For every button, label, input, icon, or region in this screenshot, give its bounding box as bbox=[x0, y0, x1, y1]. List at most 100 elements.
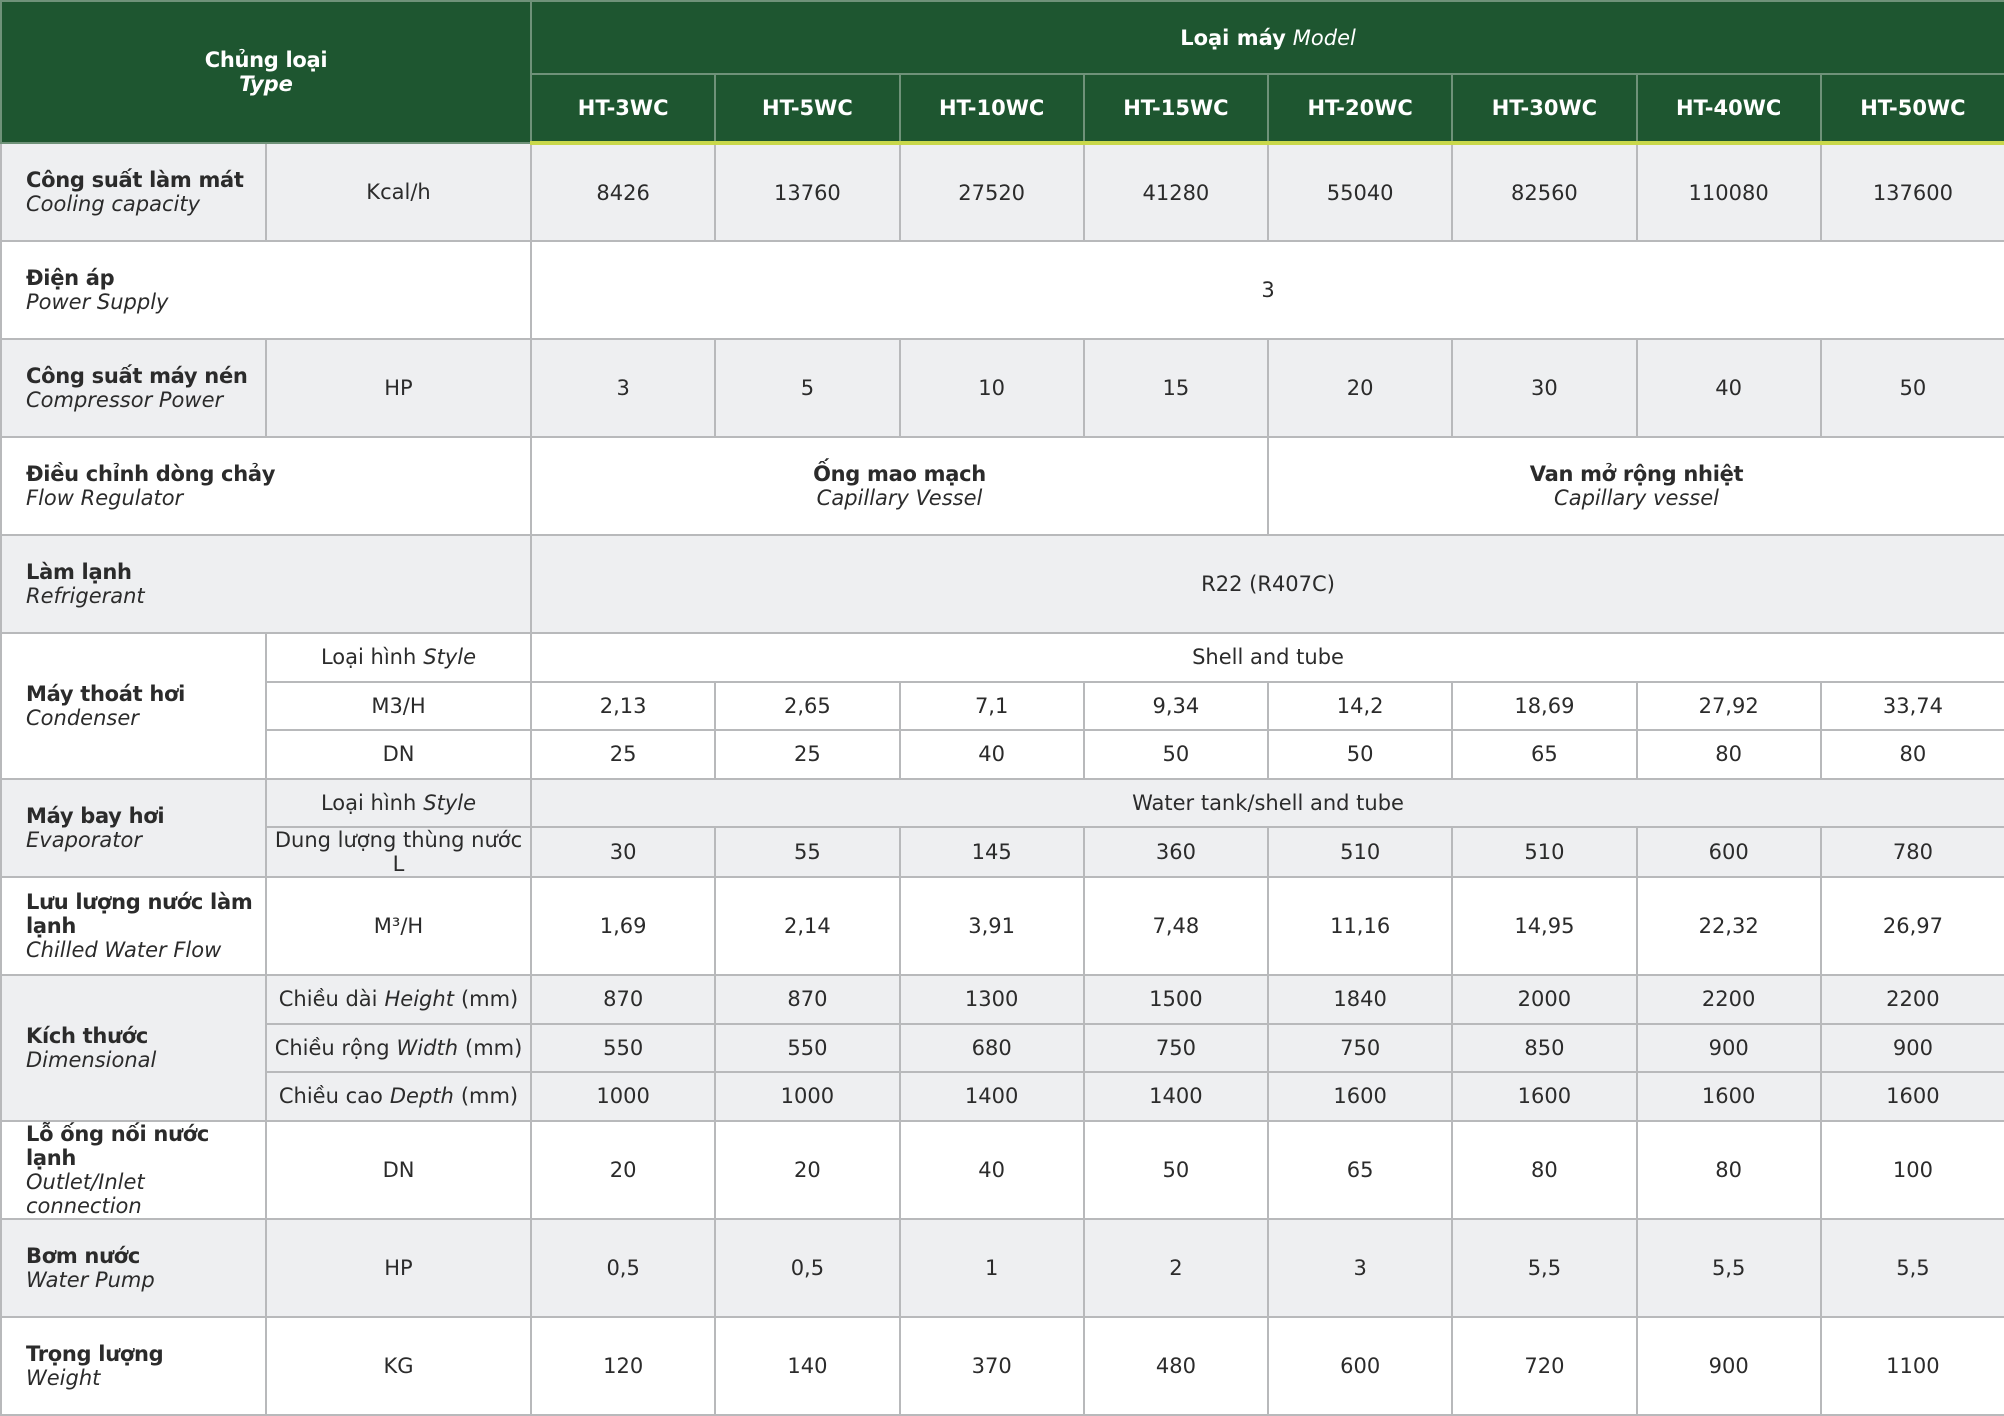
unit: M³/H bbox=[264, 876, 533, 976]
value: 11,16 bbox=[1267, 876, 1454, 976]
row-label-vi: Máy bay hơi bbox=[26, 803, 165, 828]
value: 1 bbox=[898, 1217, 1085, 1318]
spec-row: M3/H 2,13 2,65 7,1 9,34 14,2 18,69 27,92 33,74 bbox=[1, 680, 2004, 731]
value: 5,5 bbox=[1451, 1217, 1638, 1318]
value: 55 bbox=[714, 826, 901, 878]
model-name: HT-5WC bbox=[714, 73, 901, 145]
row-label: Lỗ ống nối nước lạnh Outlet/Inlet connect… bbox=[0, 1119, 267, 1220]
unit-text: DN bbox=[382, 1157, 415, 1182]
value: 7,48 bbox=[1082, 876, 1270, 976]
value: 80 bbox=[1635, 729, 1822, 780]
span-en: Capillary Vessel bbox=[816, 486, 983, 510]
unit-text: Chiều rộng bbox=[274, 1035, 390, 1060]
value: 2,14 bbox=[714, 876, 901, 976]
model-name: HT-50WC bbox=[1819, 73, 2004, 145]
spec-row: Làm lạnh Refrigerant R22 (R407C) bbox=[0, 534, 2004, 634]
value: 680 bbox=[898, 1022, 1085, 1073]
model-en: Model bbox=[1292, 25, 1356, 50]
value: 3 bbox=[530, 338, 717, 438]
span-group: Van mở rộng nhiệt Capillary vessel bbox=[1267, 436, 2004, 536]
value: 750 bbox=[1082, 1022, 1270, 1073]
value: 870 bbox=[530, 974, 717, 1025]
value: 80 bbox=[1635, 1119, 1822, 1220]
unit-text: HP bbox=[384, 1255, 413, 1280]
unit-text: Loại hình bbox=[320, 645, 417, 670]
value: 40 bbox=[898, 729, 1085, 780]
value: 870 bbox=[714, 974, 901, 1025]
value: 550 bbox=[714, 1022, 901, 1073]
spec-row: Trọng lượng Weight KG 120 140 370 480 600 720 900… bbox=[0, 1315, 2004, 1416]
row-label-en: Cooling capacity bbox=[26, 192, 200, 216]
value: 8426 bbox=[530, 142, 717, 242]
value: 50 bbox=[1082, 729, 1270, 780]
unit-suffix: (mm) bbox=[465, 1035, 523, 1060]
value: 13760 bbox=[714, 142, 901, 242]
value: 360 bbox=[1082, 826, 1270, 878]
unit-text: Chiều cao bbox=[278, 1084, 383, 1109]
value: 1600 bbox=[1267, 1071, 1454, 1122]
value: 18,69 bbox=[1451, 680, 1638, 731]
value: 510 bbox=[1267, 826, 1454, 878]
spec-row: Lưu lượng nước làm lạnh Chilled Water Flo… bbox=[0, 876, 2004, 976]
value: 27520 bbox=[898, 142, 1085, 242]
value: 370 bbox=[898, 1315, 1085, 1416]
value: 14,2 bbox=[1267, 680, 1454, 731]
value: 120 bbox=[530, 1315, 717, 1416]
value: 82560 bbox=[1451, 142, 1638, 242]
value: 26,97 bbox=[1819, 876, 2004, 976]
row-label-vi: Lỗ ống nối nước lạnh bbox=[26, 1121, 210, 1170]
value: 80 bbox=[1451, 1119, 1638, 1220]
type-vi: Chủng loại bbox=[204, 48, 328, 72]
row-label: Bơm nước Water Pump bbox=[0, 1217, 267, 1318]
value: 1000 bbox=[714, 1071, 901, 1122]
value: 30 bbox=[530, 826, 717, 878]
unit: HP bbox=[264, 1217, 533, 1318]
unit-em: Style bbox=[423, 645, 477, 670]
span-value: 3 bbox=[530, 240, 2004, 340]
row-label-en: Evaporator bbox=[26, 827, 142, 852]
unit-text: Dung lượng thùng nước L bbox=[274, 828, 523, 876]
row-label: Máy bay hơi Evaporator bbox=[0, 777, 267, 878]
spec-row: Chiều rộng Width (mm) 550 550 680 750 750 850 900… bbox=[1, 1022, 2004, 1073]
value: 720 bbox=[1451, 1315, 1638, 1416]
span-vi: Van mở rộng nhiệt bbox=[1529, 462, 1744, 486]
value: 2 bbox=[1082, 1217, 1270, 1318]
value: 50 bbox=[1819, 338, 2004, 438]
span-vi: Ống mao mạch bbox=[813, 462, 986, 486]
value: 5 bbox=[714, 338, 901, 438]
type-header: Chủng loại Type bbox=[0, 0, 533, 144]
value: 50 bbox=[1267, 729, 1454, 780]
spec-row: Lỗ ống nối nước lạnh Outlet/Inlet connect… bbox=[0, 1119, 2004, 1220]
value: 20 bbox=[530, 1119, 717, 1220]
unit-text: Loại hình bbox=[320, 790, 417, 815]
value: 480 bbox=[1082, 1315, 1270, 1416]
value: 137600 bbox=[1819, 142, 2004, 242]
span-group: Ống mao mạch Capillary Vessel bbox=[530, 436, 1270, 536]
row-label-en: Compressor Power bbox=[26, 388, 224, 412]
value: 40 bbox=[1635, 338, 1822, 438]
value: 2,13 bbox=[530, 680, 717, 731]
row-label-en: Refrigerant bbox=[26, 584, 145, 608]
value: 600 bbox=[1267, 1315, 1454, 1416]
row-label-en: Condenser bbox=[26, 705, 139, 730]
spec-row: Kích thước Dimensional Chiều dài Height (mm)… bbox=[0, 974, 2004, 1122]
unit: KG bbox=[264, 1315, 533, 1416]
model-name: HT-40WC bbox=[1635, 73, 1822, 145]
value: 780 bbox=[1819, 826, 2004, 878]
spec-row: Máy thoát hơi Condenser Loại hình Style Shel… bbox=[0, 632, 2004, 780]
row-label-en: Weight bbox=[26, 1365, 101, 1390]
row-label-en: Outlet/Inlet connection bbox=[26, 1169, 145, 1218]
unit: Chiều dài Height (mm) bbox=[264, 974, 533, 1025]
row-label: Điện áp Power Supply bbox=[0, 240, 533, 340]
row-label: Máy thoát hơi Condenser bbox=[0, 632, 267, 780]
row-label-vi: Trọng lượng bbox=[26, 1341, 164, 1366]
row-label-vi: Công suất máy nén bbox=[26, 364, 248, 388]
unit-em: Depth bbox=[389, 1084, 454, 1109]
value: 3 bbox=[1267, 1217, 1454, 1318]
value: 2200 bbox=[1819, 974, 2004, 1025]
value: 1400 bbox=[1082, 1071, 1270, 1122]
